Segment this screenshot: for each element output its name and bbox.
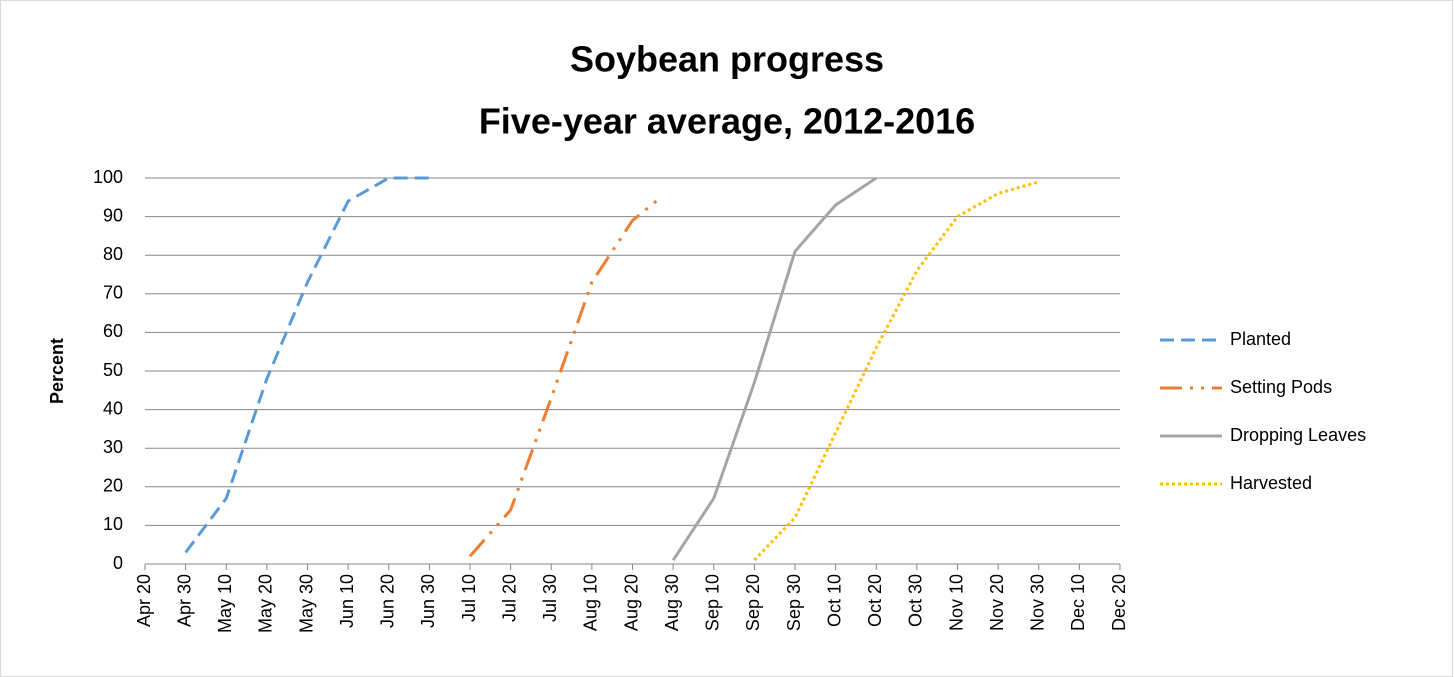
series-line [671,176,878,561]
x-tick-label: May 10 [215,574,235,633]
x-tick-label: Nov 10 [946,574,966,631]
y-tick-label: 20 [103,476,123,496]
y-tick-label: 50 [103,360,123,380]
x-tick-label: Oct 10 [824,574,844,627]
x-tick-label: Oct 20 [865,574,885,627]
x-tick-label: Aug 30 [662,574,682,631]
series-line [753,180,1040,562]
series-line [468,196,662,558]
y-tick-label: 10 [103,514,123,534]
y-tick-label: 90 [103,205,123,225]
x-tick-label: Jun 30 [418,574,438,628]
x-tick-label: Dec 10 [1068,574,1088,631]
legend-label: Planted [1230,329,1291,349]
x-tick-label: Sep 30 [784,574,804,631]
x-tick-label: Apr 20 [134,574,154,627]
x-tick-label: Nov 30 [1028,574,1048,631]
x-tick-label: Jun 20 [378,574,398,628]
y-tick-label: 30 [103,437,123,457]
x-tick-label: Sep 10 [703,574,723,631]
y-tick-label: 40 [103,398,123,418]
x-tick-label: Jul 30 [540,574,560,622]
x-tick-label: Aug 20 [621,574,641,631]
y-tick-label: 70 [103,283,123,303]
x-tick-label: May 20 [256,574,276,633]
x-tick-label: Apr 30 [174,574,194,627]
legend-label: Dropping Leaves [1230,425,1366,445]
legend-label: Harvested [1230,473,1312,493]
x-tick-label: Dec 20 [1109,574,1129,631]
x-tick-label: Nov 20 [987,574,1007,631]
x-tick-label: Jul 20 [499,574,519,622]
x-tick-label: Jun 10 [337,574,357,628]
chart-title: Soybean progress [570,39,884,80]
y-tick-label: 60 [103,321,123,341]
y-axis-label: Percent [47,338,67,404]
series-line [184,176,430,554]
chart-subtitle: Five-year average, 2012-2016 [479,101,975,142]
y-tick-label: 100 [93,167,123,187]
y-tick-label: 0 [113,553,123,573]
x-tick-label: May 30 [296,574,316,633]
x-tick-label: Sep 20 [743,574,763,631]
x-tick-label: Oct 30 [906,574,926,627]
x-tick-label: Aug 10 [581,574,601,631]
y-tick-label: 80 [103,244,123,264]
legend-label: Setting Pods [1230,377,1332,397]
x-tick-label: Jul 10 [459,574,479,622]
